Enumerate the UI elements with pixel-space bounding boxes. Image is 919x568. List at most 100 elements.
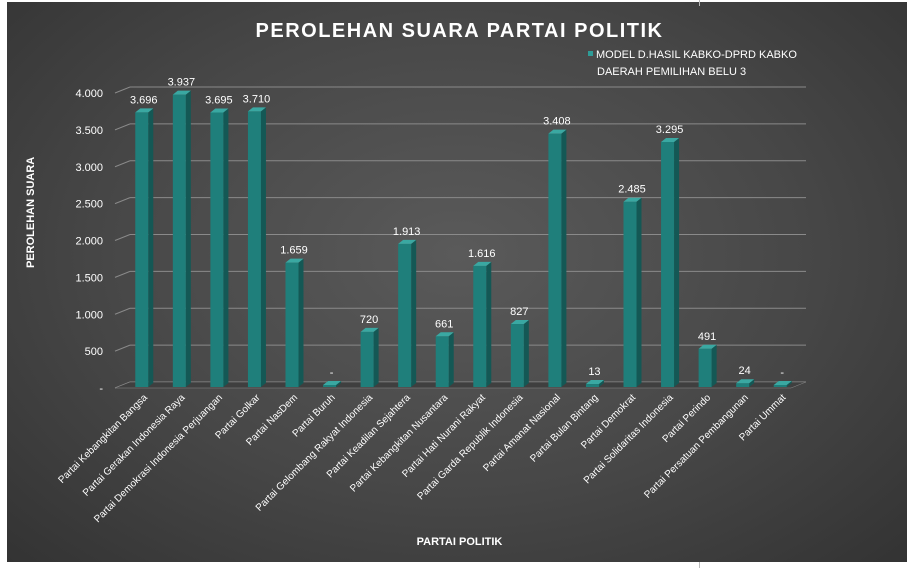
bar — [360, 331, 374, 387]
data-label: 3.696 — [130, 94, 158, 106]
y-tick-label: 3.000 — [75, 162, 103, 174]
gridline-depth — [114, 123, 131, 131]
bar-side — [786, 381, 792, 387]
bar — [247, 111, 261, 387]
bar — [548, 133, 562, 387]
data-label: 1.913 — [393, 226, 421, 238]
bar-side — [373, 327, 379, 387]
bar-top — [135, 108, 154, 113]
y-tick-label: 2.500 — [75, 199, 103, 211]
bar — [285, 262, 299, 387]
bar — [323, 385, 337, 387]
bar-top — [510, 320, 529, 325]
bar — [623, 201, 637, 387]
border-tick-mark — [699, 0, 700, 6]
bar-top — [736, 379, 755, 384]
bar-side — [260, 107, 266, 387]
bar-top — [247, 107, 266, 112]
bar-top — [773, 381, 792, 385]
bar-top — [398, 239, 417, 244]
bar — [210, 112, 224, 388]
bar-side — [298, 258, 304, 387]
data-label: 2.485 — [618, 184, 646, 196]
legend: MODEL D.HASIL KABKO-DPRD KABKO DAERAH PE… — [588, 47, 798, 81]
bar-top — [661, 137, 680, 142]
bar-side — [448, 332, 454, 387]
bar — [398, 243, 412, 387]
bar — [773, 385, 787, 387]
bar-top — [360, 327, 379, 332]
data-label: 661 — [435, 318, 453, 330]
data-label: 1.659 — [280, 245, 308, 257]
bar-side — [636, 197, 642, 387]
bar-side — [523, 320, 529, 387]
gridline-depth — [114, 160, 131, 168]
gridline-depth — [114, 344, 131, 352]
y-tick-label: 500 — [85, 346, 103, 358]
chart-area — [7, 2, 907, 562]
bar — [661, 141, 675, 387]
bar-side — [223, 108, 229, 388]
bar — [172, 94, 186, 388]
gridline-depth — [114, 270, 131, 278]
bar-top — [285, 258, 304, 263]
bar-top — [548, 129, 567, 134]
bar-side — [749, 379, 755, 387]
bar-side — [411, 239, 417, 387]
bar — [135, 112, 149, 388]
bar — [473, 265, 487, 387]
bar-top — [210, 108, 229, 113]
data-label: 1.616 — [468, 248, 496, 260]
gridline-depth — [114, 86, 131, 94]
y-tick-label: - — [99, 383, 103, 395]
bar-side — [148, 108, 154, 388]
gridline-depth — [114, 234, 131, 241]
x-axis-label: PARTAI POLITIK — [416, 536, 503, 548]
y-tick-label: 2.000 — [75, 236, 103, 248]
data-label: 3.695 — [205, 94, 233, 106]
bar — [435, 336, 449, 387]
bar — [698, 348, 712, 387]
bar — [736, 383, 750, 387]
bar-top — [698, 344, 717, 349]
data-label: 3.408 — [543, 116, 571, 128]
y-tick-label: 3.500 — [75, 125, 103, 137]
bar-side — [674, 137, 680, 387]
y-tick-label: 4.000 — [75, 88, 103, 100]
bar-side — [561, 129, 567, 387]
bar-top — [323, 381, 342, 385]
data-label: 13 — [588, 366, 600, 378]
bar-top — [473, 261, 492, 266]
data-label: 3.295 — [656, 124, 684, 136]
gridline-depth — [114, 197, 131, 205]
bar-side — [185, 90, 191, 388]
bar-side — [486, 261, 492, 387]
bar-top — [172, 90, 191, 95]
data-label: 3.710 — [243, 93, 271, 105]
border-tick-mark — [699, 562, 700, 568]
bar-top — [435, 332, 454, 337]
y-tick-label: 1.000 — [75, 309, 103, 321]
legend-entry: MODEL D.HASIL KABKO-DPRD KABKO — [588, 47, 798, 64]
data-label: 3.937 — [168, 77, 196, 89]
bar-top — [585, 380, 604, 385]
x-tick-label: Partai Bulan Bintang — [528, 392, 600, 464]
data-label: 827 — [510, 306, 528, 318]
y-tick-label: 1.500 — [75, 272, 103, 284]
legend-marker — [588, 51, 593, 56]
bar-top — [623, 197, 642, 202]
data-label: - — [780, 367, 784, 379]
bar-side — [598, 380, 604, 387]
chart-title: PEROLEHAN SUARA PARTAI POLITIK — [255, 20, 664, 42]
legend-label-line-1: MODEL D.HASIL KABKO-DPRD KABKO — [596, 49, 797, 61]
bar — [585, 384, 599, 387]
data-label: 720 — [360, 314, 378, 326]
data-label: 491 — [698, 331, 716, 343]
data-label: - — [330, 367, 334, 379]
bar-side — [336, 381, 342, 387]
gridline-depth — [114, 307, 131, 315]
bar — [510, 324, 524, 387]
bar-side — [711, 344, 717, 387]
data-label: 24 — [739, 365, 751, 377]
